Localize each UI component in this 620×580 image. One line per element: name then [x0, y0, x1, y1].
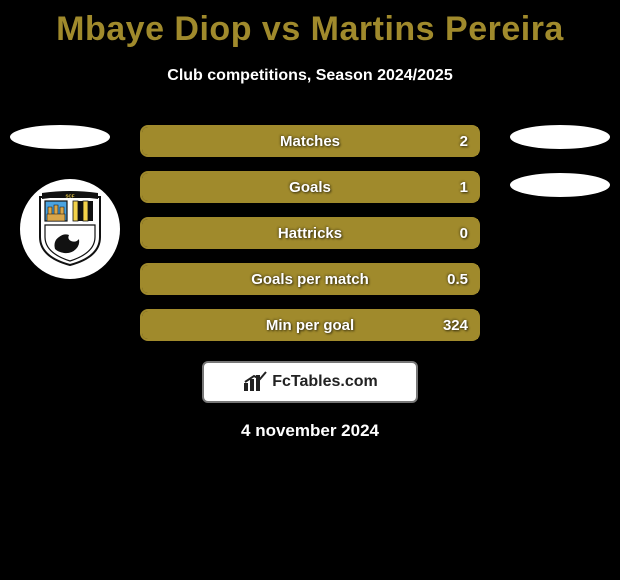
branding-text: FcTables.com — [272, 373, 378, 391]
stat-label: Matches — [280, 133, 340, 150]
stat-value: 0 — [460, 225, 468, 242]
stat-row: Min per goal 324 — [140, 309, 480, 341]
club-badge-left: SCF — [20, 179, 120, 279]
svg-text:SCF: SCF — [66, 194, 75, 199]
stat-row: Goals 1 — [140, 171, 480, 203]
player-right-placeholder-1 — [510, 125, 610, 149]
stat-value: 2 — [460, 133, 468, 150]
player-right-placeholder-2 — [510, 173, 610, 197]
stat-label: Min per goal — [266, 317, 354, 334]
stat-label: Goals — [289, 179, 331, 196]
scf-crest-icon: SCF — [37, 191, 103, 267]
date-line: 4 november 2024 — [0, 421, 620, 441]
comparison-subtitle: Club competitions, Season 2024/2025 — [0, 67, 620, 85]
player-left-placeholder — [10, 125, 110, 149]
stats-rows: Matches 2 Goals 1 Hattricks 0 Goals per … — [140, 125, 480, 341]
branding-box: FcTables.com — [202, 361, 418, 403]
comparison-title: Mbaye Diop vs Martins Pereira — [0, 0, 620, 49]
stat-label: Hattricks — [278, 225, 342, 242]
stat-value: 1 — [460, 179, 468, 196]
stat-row: Hattricks 0 — [140, 217, 480, 249]
stat-row: Matches 2 — [140, 125, 480, 157]
stat-row: Goals per match 0.5 — [140, 263, 480, 295]
stat-value: 0.5 — [447, 271, 468, 288]
content-area: SCF Matches 2 Goals 1 Hattricks 0 Goals … — [0, 125, 620, 441]
stat-value: 324 — [443, 317, 468, 334]
bars-icon — [242, 371, 268, 393]
stat-label: Goals per match — [251, 271, 369, 288]
